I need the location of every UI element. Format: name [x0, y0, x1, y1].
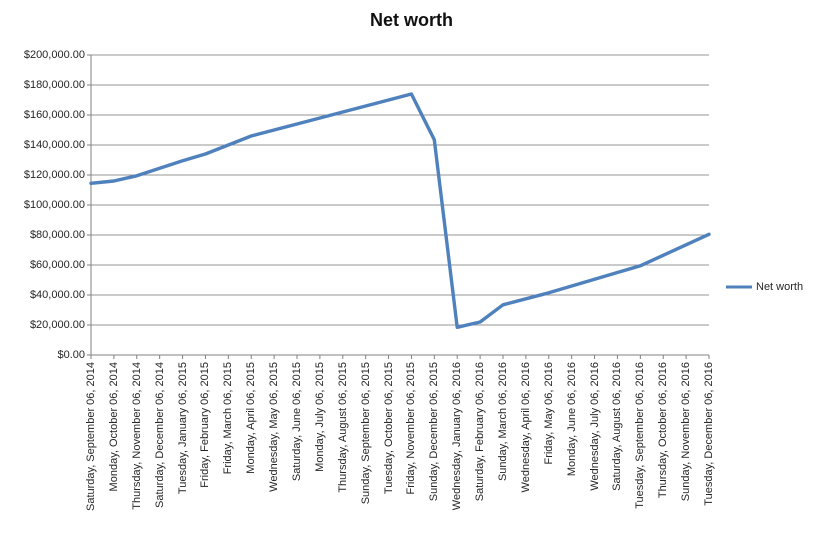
x-axis-tick-label: Wednesday, April 06, 2016: [519, 362, 532, 493]
x-axis-tick-label: Saturday, December 06, 2014: [153, 362, 166, 508]
y-axis-tick-label: $140,000.00: [23, 139, 85, 151]
x-axis-tick-label: Friday, November 06, 2015: [405, 362, 418, 495]
x-axis-tick-label: Wednesday, July 06, 2016: [588, 362, 601, 491]
y-axis-tick-label: $80,000.00: [29, 229, 85, 241]
x-axis-tick-label: Thursday, November 06, 2014: [130, 362, 143, 510]
x-axis-tick-label: Saturday, August 06, 2016: [611, 362, 624, 491]
y-axis-tick-label: $120,000.00: [23, 169, 85, 181]
x-axis-tick-label: Saturday, June 06, 2015: [291, 362, 303, 482]
x-axis-tick-label: Sunday, March 06, 2016: [497, 362, 509, 482]
x-axis-tick-label: Friday, May 06, 2016: [542, 362, 555, 465]
legend-line-icon: [726, 285, 752, 289]
y-axis-tick-label: $200,000.00: [23, 49, 85, 61]
x-axis-tick-label: Tuesday, September 06, 2016: [634, 362, 647, 509]
x-axis-tick-label: Wednesday, January 06, 2016: [451, 362, 464, 511]
x-axis-tick-label: Monday, October 06, 2014: [107, 362, 120, 492]
x-axis-tick-label: Sunday, December 06, 2015: [428, 362, 441, 502]
y-axis-tick-label: $0.00: [57, 349, 85, 361]
x-axis-tick-label: Monday, July 06, 2015: [313, 362, 326, 472]
x-axis-tick-label: Wednesday, May 06, 2015: [268, 362, 281, 492]
x-axis-tick-label: Friday, March 06, 2015: [222, 362, 235, 475]
y-axis-tick-label: $40,000.00: [29, 289, 85, 301]
x-axis-tick-label: Sunday, September 06, 2015: [359, 362, 372, 505]
x-axis-tick-label: Saturday, September 06, 2014: [85, 362, 97, 512]
x-axis-tick-label: Tuesday, December 06, 2016: [703, 362, 715, 506]
net-worth-series-line: [89, 92, 711, 329]
y-axis-tick-label: $180,000.00: [23, 79, 85, 91]
y-axis-tick-label: $20,000.00: [29, 319, 85, 331]
legend: Net worth: [725, 281, 803, 293]
x-axis-tick-label: Tuesday, October 06, 2015: [382, 362, 395, 495]
x-axis-tick-label: Tuesday, January 06, 2015: [176, 362, 189, 495]
x-axis-tick-label: Monday, June 06, 2016: [565, 362, 578, 477]
y-axis-tick-label: $60,000.00: [29, 259, 85, 271]
y-axis-tick-label: $100,000.00: [23, 199, 85, 211]
y-axis-tick-label: $160,000.00: [23, 109, 85, 121]
x-axis-tick-label: Thursday, August 06, 2015: [336, 362, 349, 493]
legend-label: Net worth: [756, 281, 804, 293]
x-axis-tick-label: Saturday, February 06, 2016: [474, 362, 487, 502]
chart-title: Net worth: [370, 10, 453, 30]
x-axis-tick-label: Monday, April 06, 2015: [245, 362, 258, 474]
x-axis-tick-label: Thursday, October 06, 2016: [657, 362, 670, 499]
x-axis-tick-label: Friday, February 06, 2015: [199, 362, 212, 488]
x-axis-tick-label: Sunday, November 06, 2016: [680, 362, 693, 502]
